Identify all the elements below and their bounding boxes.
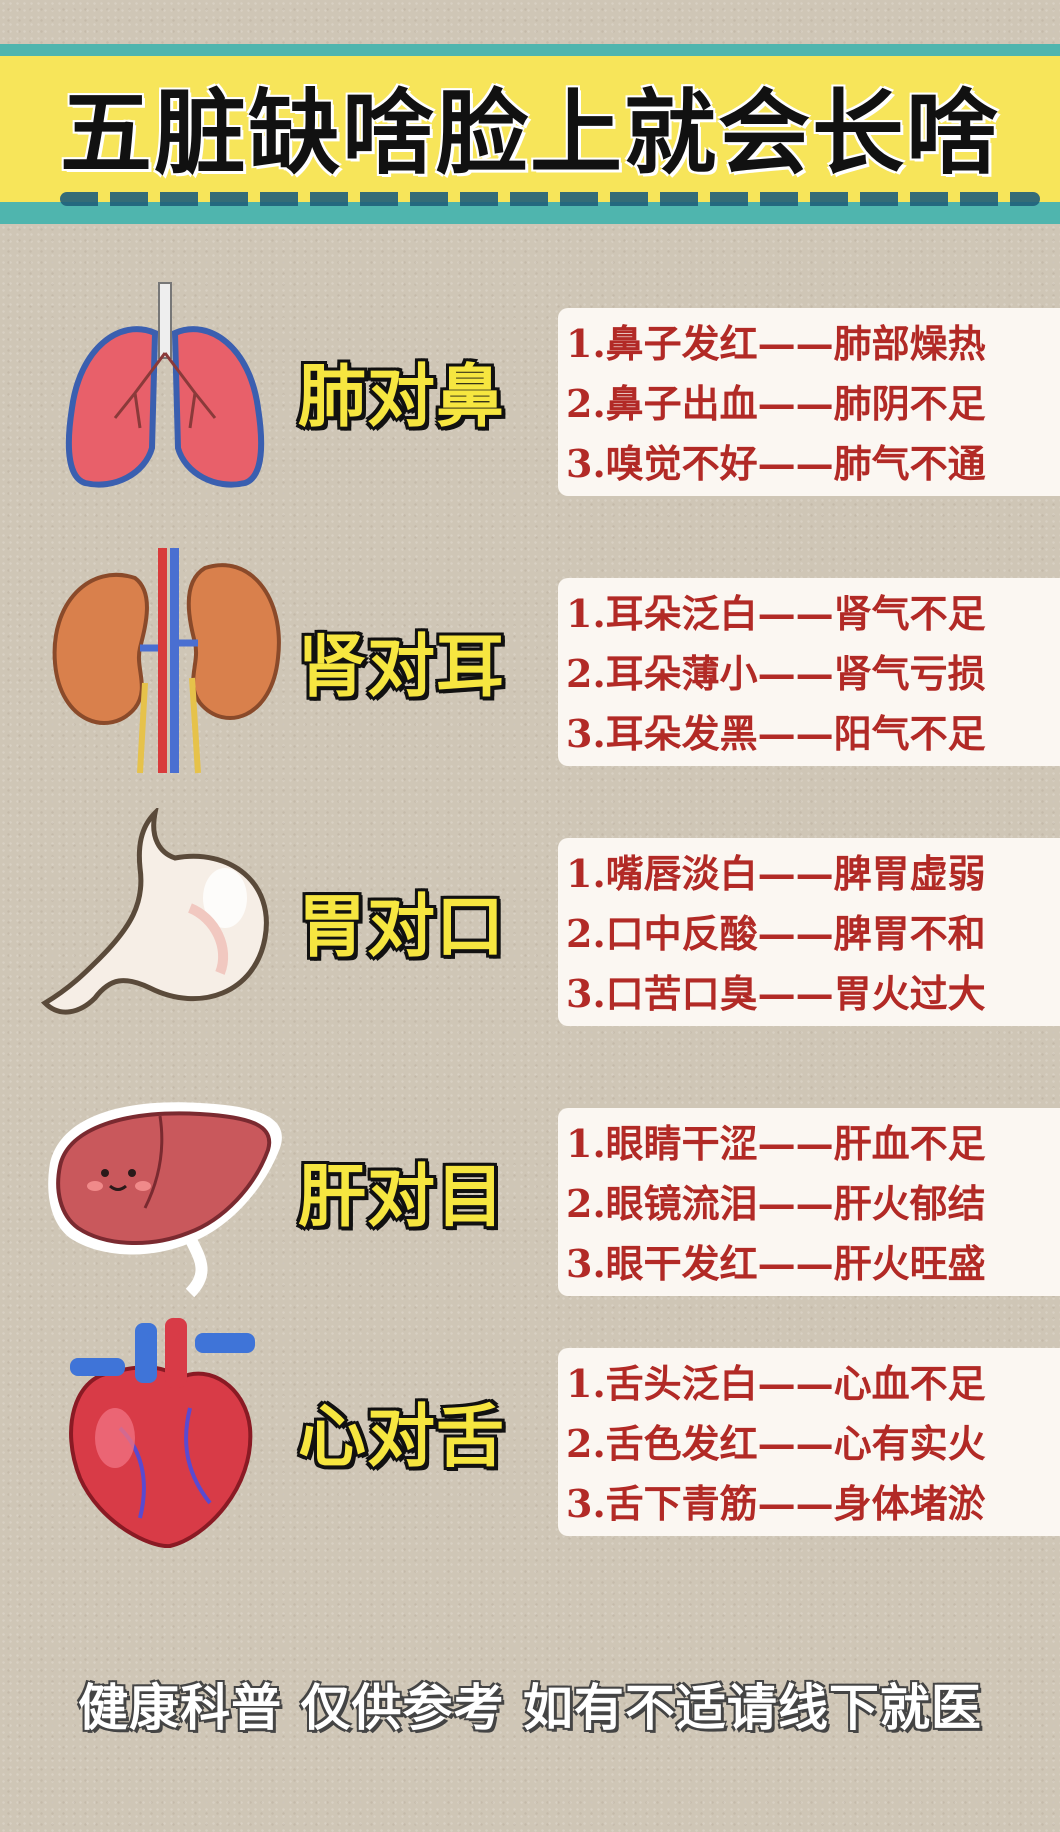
liver-icon (40, 1078, 290, 1308)
row-label: 肺对鼻 (298, 358, 506, 437)
symptom-item: 3.口苦口臭——胃火过大 (566, 971, 986, 1016)
symptom-item: 2.耳朵薄小——肾气亏损 (566, 651, 986, 696)
footer-disclaimer: 健康科普 仅供参考 如有不适请线下就医 (78, 1679, 982, 1737)
symptom-item: 1.耳朵泛白——肾气不足 (566, 591, 986, 636)
symptom-item: 2.口中反酸——脾胃不和 (566, 911, 986, 956)
page-title: 五脏缺啥脸上就会长啥 (59, 80, 1000, 187)
symptom-item: 3.眼干发红——肝火旺盛 (566, 1241, 986, 1286)
symptom-card: 1.耳朵泛白——肾气不足 2.耳朵薄小——肾气亏损 3.耳朵发黑——阳气不足 (558, 578, 1060, 766)
row-label: 胃对口 (298, 888, 506, 967)
title-banner: 五脏缺啥脸上就会长啥 (0, 44, 1060, 224)
title-banner-yellow: 五脏缺啥脸上就会长啥 (0, 56, 1060, 202)
organ-row-stomach: 胃对口 1.嘴唇淡白——脾胃虚弱 2.口中反酸——脾胃不和 3.口苦口臭——胃火… (0, 805, 1060, 1048)
symptom-item: 1.眼睛干涩——肝血不足 (566, 1121, 986, 1166)
banner-wave-decoration (60, 192, 1040, 206)
symptom-item: 1.舌头泛白——心血不足 (566, 1361, 986, 1406)
row-label: 心对舌 (298, 1398, 506, 1477)
symptom-card: 1.鼻子发红——肺部燥热 2.鼻子出血——肺阴不足 3.嗅觉不好——肺气不通 (558, 308, 1060, 496)
kidneys-icon (40, 548, 290, 778)
symptom-card: 1.眼睛干涩——肝血不足 2.眼镜流泪——肝火郁结 3.眼干发红——肝火旺盛 (558, 1108, 1060, 1296)
symptom-item: 2.舌色发红——心有实火 (566, 1421, 986, 1466)
symptom-item: 2.眼镜流泪——肝火郁结 (566, 1181, 986, 1226)
symptom-item: 3.耳朵发黑——阳气不足 (566, 711, 986, 756)
symptom-item: 3.嗅觉不好——肺气不通 (566, 441, 986, 486)
symptom-item: 1.嘴唇淡白——脾胃虚弱 (566, 851, 986, 896)
organ-row-lungs: 肺对鼻 1.鼻子发红——肺部燥热 2.鼻子出血——肺阴不足 3.嗅觉不好——肺气… (0, 278, 1060, 518)
organ-row-liver: 肝对目 1.眼睛干涩——肝血不足 2.眼镜流泪——肝火郁结 3.眼干发红——肝火… (0, 1078, 1060, 1318)
heart-icon (40, 1318, 290, 1549)
row-label: 肾对耳 (298, 628, 506, 707)
organ-row-heart: 心对舌 1.舌头泛白——心血不足 2.舌色发红——心有实火 3.舌下青筋——身体… (0, 1318, 1060, 1558)
symptom-card: 1.舌头泛白——心血不足 2.舌色发红——心有实火 3.舌下青筋——身体堵淤 (558, 1348, 1060, 1536)
organ-row-kidneys: 肾对耳 1.耳朵泛白——肾气不足 2.耳朵薄小——肾气亏损 3.耳朵发黑——阳气… (0, 548, 1060, 788)
symptom-item: 1.鼻子发红——肺部燥热 (566, 321, 986, 366)
symptom-card: 1.嘴唇淡白——脾胃虚弱 2.口中反酸——脾胃不和 3.口苦口臭——胃火过大 (558, 838, 1060, 1026)
symptom-item: 3.舌下青筋——身体堵淤 (566, 1481, 986, 1526)
lungs-icon (40, 278, 290, 508)
symptom-item: 2.鼻子出血——肺阴不足 (566, 381, 986, 426)
row-label: 肝对目 (298, 1158, 506, 1237)
stomach-icon (40, 805, 290, 1038)
